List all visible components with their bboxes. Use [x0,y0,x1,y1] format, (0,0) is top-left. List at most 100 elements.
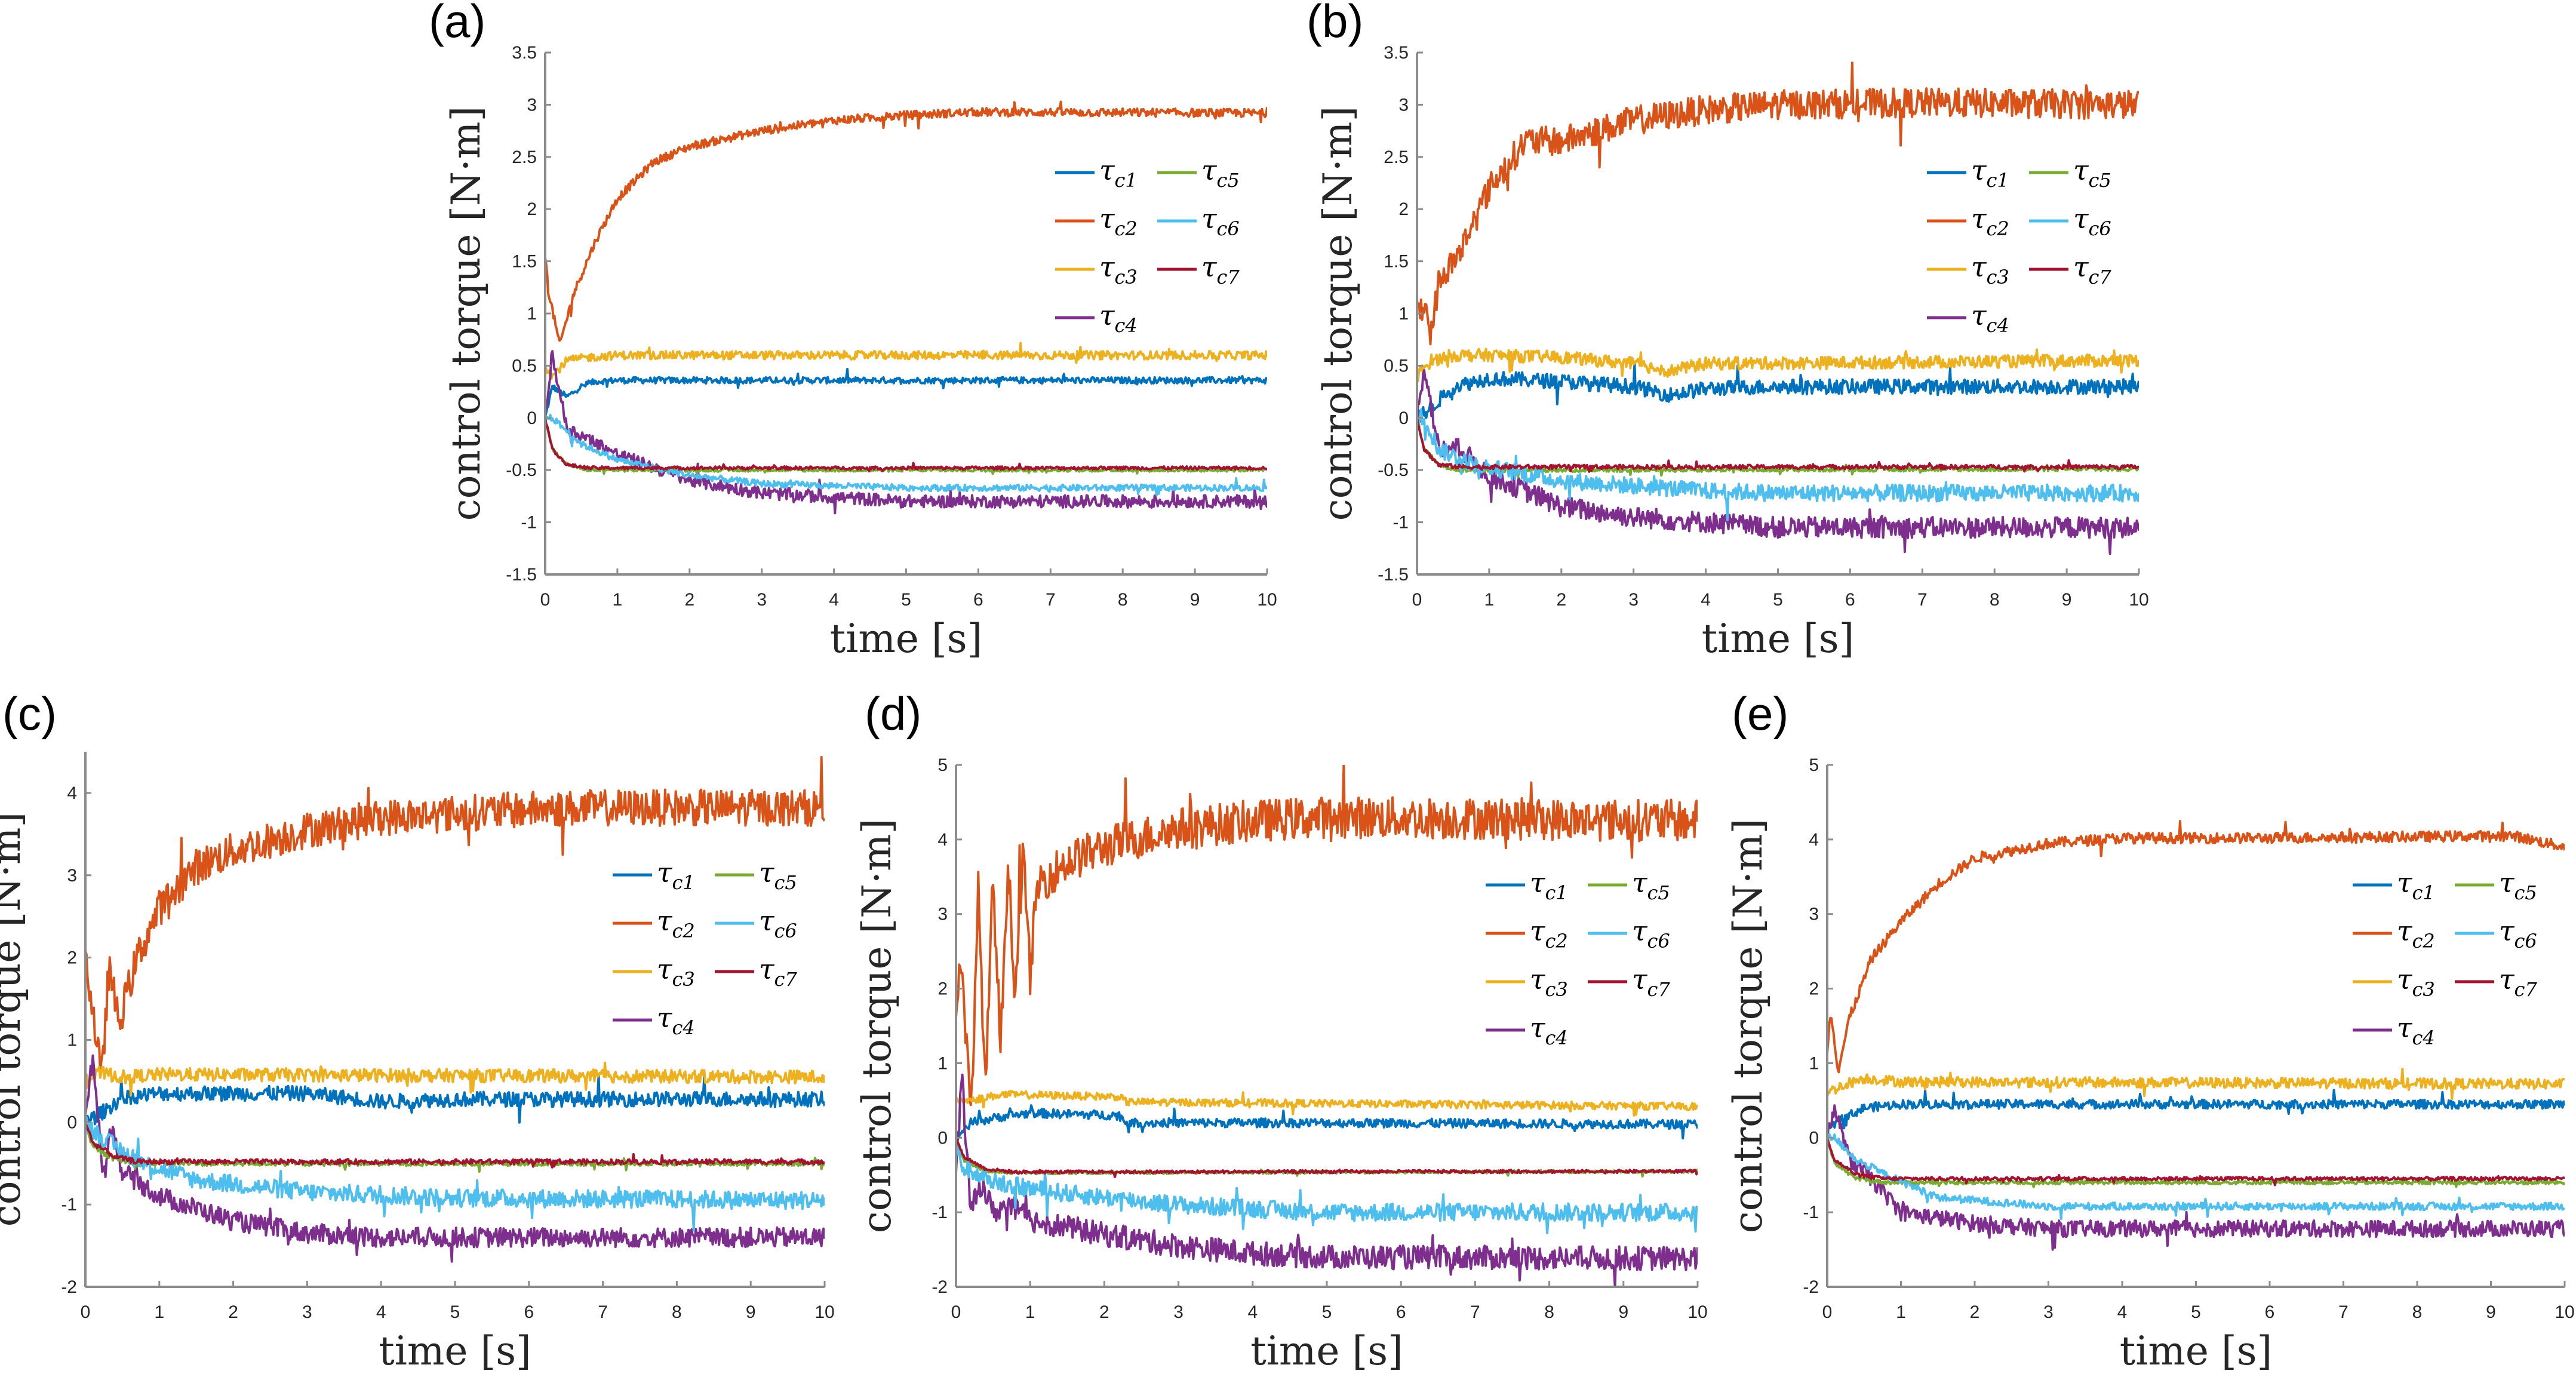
x-axis-title: time [s] [830,616,983,662]
x-tick-label: 8 [1990,590,2000,610]
legend-label: τc5 [2073,154,2111,192]
y-tick-label: 3.5 [1384,43,1409,63]
series-line-tau-c2 [1417,62,2139,346]
x-tick-label: 4 [376,1302,386,1322]
legend-item: τc3 [1927,251,2009,288]
series-line-tau-c1 [1417,362,2139,423]
y-tick-label: 3 [67,866,77,886]
y-tick-label: 3 [527,95,537,115]
legend-label: τc4 [1530,1012,1568,1049]
x-tick-label: 6 [524,1302,534,1322]
y-tick-label: 2 [1398,199,1409,219]
series-line-tau-c3 [545,342,1267,380]
legend-item: τc7 [715,953,797,991]
legend-item: τc1 [2353,866,2435,904]
x-tick-label: 1 [1484,590,1495,610]
legend-item: τc6 [2029,202,2111,240]
y-tick-label: 3 [1809,905,1819,924]
legend-label: τc7 [1201,251,1240,288]
series-line-tau-c1 [1827,1089,2565,1133]
series-line-tau-c7 [1417,416,2139,473]
legend-label: τc2 [1099,202,1138,240]
x-tick-label: 10 [2129,590,2148,610]
legend-item: τc7 [2455,963,2537,1001]
legend-label: τc1 [657,856,695,894]
legend-item: τc4 [1486,1012,1568,1049]
legend-label: τc2 [2397,915,2435,952]
y-tick-label: -1 [61,1195,77,1215]
y-tick-label: 0 [1809,1128,1819,1148]
panel-label: (b) [1307,0,1363,47]
panel-a: (a) 0 1 2 3 4 5 6 7 8 9 10 -1.5 -1 -0.5 0 0.5 1 1.5 2 2.5 3 3.… [429,0,1277,662]
legend-item: τc2 [1927,202,2009,240]
y-tick-label: -0.5 [506,460,537,480]
legend-item: τc7 [2029,251,2111,288]
legend-item: τc7 [1157,251,1240,288]
axes: 0 1 2 3 4 5 6 7 8 9 10 -2 -1 0 1 2 3 4 5 time [s] control to… [854,755,1708,1374]
legend-label: τc1 [1971,154,2009,192]
x-tick-label: 7 [1917,590,1928,610]
legend-item: τc3 [2353,963,2435,1001]
legend-label: τc4 [1971,299,2009,337]
series-line-tau-c1 [85,1074,825,1126]
legend-item: τc1 [1055,154,1138,192]
x-tick-label: 1 [1896,1302,1906,1322]
legend-label: τc5 [759,856,797,894]
x-tick-label: 10 [2555,1302,2574,1322]
y-tick-label: -1.5 [1378,565,1409,585]
x-tick-label: 5 [2191,1302,2201,1322]
legend-label: τc3 [1530,963,1568,1001]
legend-item: τc6 [1157,202,1240,240]
legend-label: τc7 [1632,963,1670,1001]
y-axis-title: control torque [N·m] [0,812,29,1227]
panel-c: (c) 0 1 2 3 4 5 6 7 8 9 10 -2 -1 0 1 2 3 4 time [s] control … [0,687,835,1374]
legend-item: τc1 [1486,866,1568,904]
legend-item: τc5 [1588,866,1670,904]
x-tick-label: 7 [2338,1302,2348,1322]
y-tick-label: -2 [61,1277,77,1297]
legend: τc1 τc2 τc3 τc4 τc5 τc6 τc7 [1055,154,1240,337]
series-line-tau-c2 [545,100,1267,342]
legend-label: τc2 [1530,915,1568,952]
legend-item: τc4 [1927,299,2009,337]
y-tick-label: 1 [937,1053,948,1073]
y-tick-label: 1 [67,1030,77,1050]
y-tick-label: 0 [527,408,537,428]
y-axis-title: control torque [N·m] [1725,819,1771,1234]
x-tick-label: 9 [746,1302,756,1322]
x-tick-label: 4 [1701,590,1711,610]
plot-area [1827,820,2565,1251]
legend-label: τc1 [1099,154,1138,192]
x-tick-label: 5 [450,1302,460,1322]
y-tick-label: -2 [932,1277,948,1297]
y-axis-title: control torque [N·m] [1315,106,1361,521]
plot-area [545,100,1267,515]
legend-item: τc3 [1055,251,1138,288]
y-tick-label: 1 [1398,304,1409,324]
y-tick-label: 2.5 [1384,147,1409,167]
legend-item: τc4 [1055,299,1138,337]
legend-label: τc6 [1201,202,1240,240]
y-tick-label: 4 [1809,830,1819,850]
series-line-tau-c2 [956,765,1698,1106]
legend-label: τc3 [2397,963,2435,1001]
x-tick-label: 0 [951,1302,961,1322]
x-tick-label: 6 [2265,1302,2275,1322]
legend-item: τc2 [613,905,695,942]
y-tick-label: 0.5 [512,356,537,376]
legend-label: τc4 [2397,1012,2435,1049]
y-tick-label: 0.5 [1384,356,1409,376]
series-line-tau-c5 [1827,1138,2565,1188]
x-tick-label: 10 [1257,590,1277,610]
series-line-tau-c1 [545,368,1267,417]
x-axis-title: time [s] [1702,616,1855,662]
y-tick-label: -1 [521,513,537,533]
panel-d: (d) 0 1 2 3 4 5 6 7 8 9 10 -2 -1 0 1 2 3 4 5 time [s] control… [854,687,1708,1374]
y-tick-label: 0 [937,1128,948,1148]
legend-item: τc2 [1486,915,1568,952]
plot-area [956,765,1698,1287]
y-tick-label: 4 [937,830,948,850]
x-axis-title: time [s] [2120,1328,2273,1374]
y-tick-label: -1 [1803,1203,1819,1222]
x-tick-label: 6 [1845,590,1855,610]
